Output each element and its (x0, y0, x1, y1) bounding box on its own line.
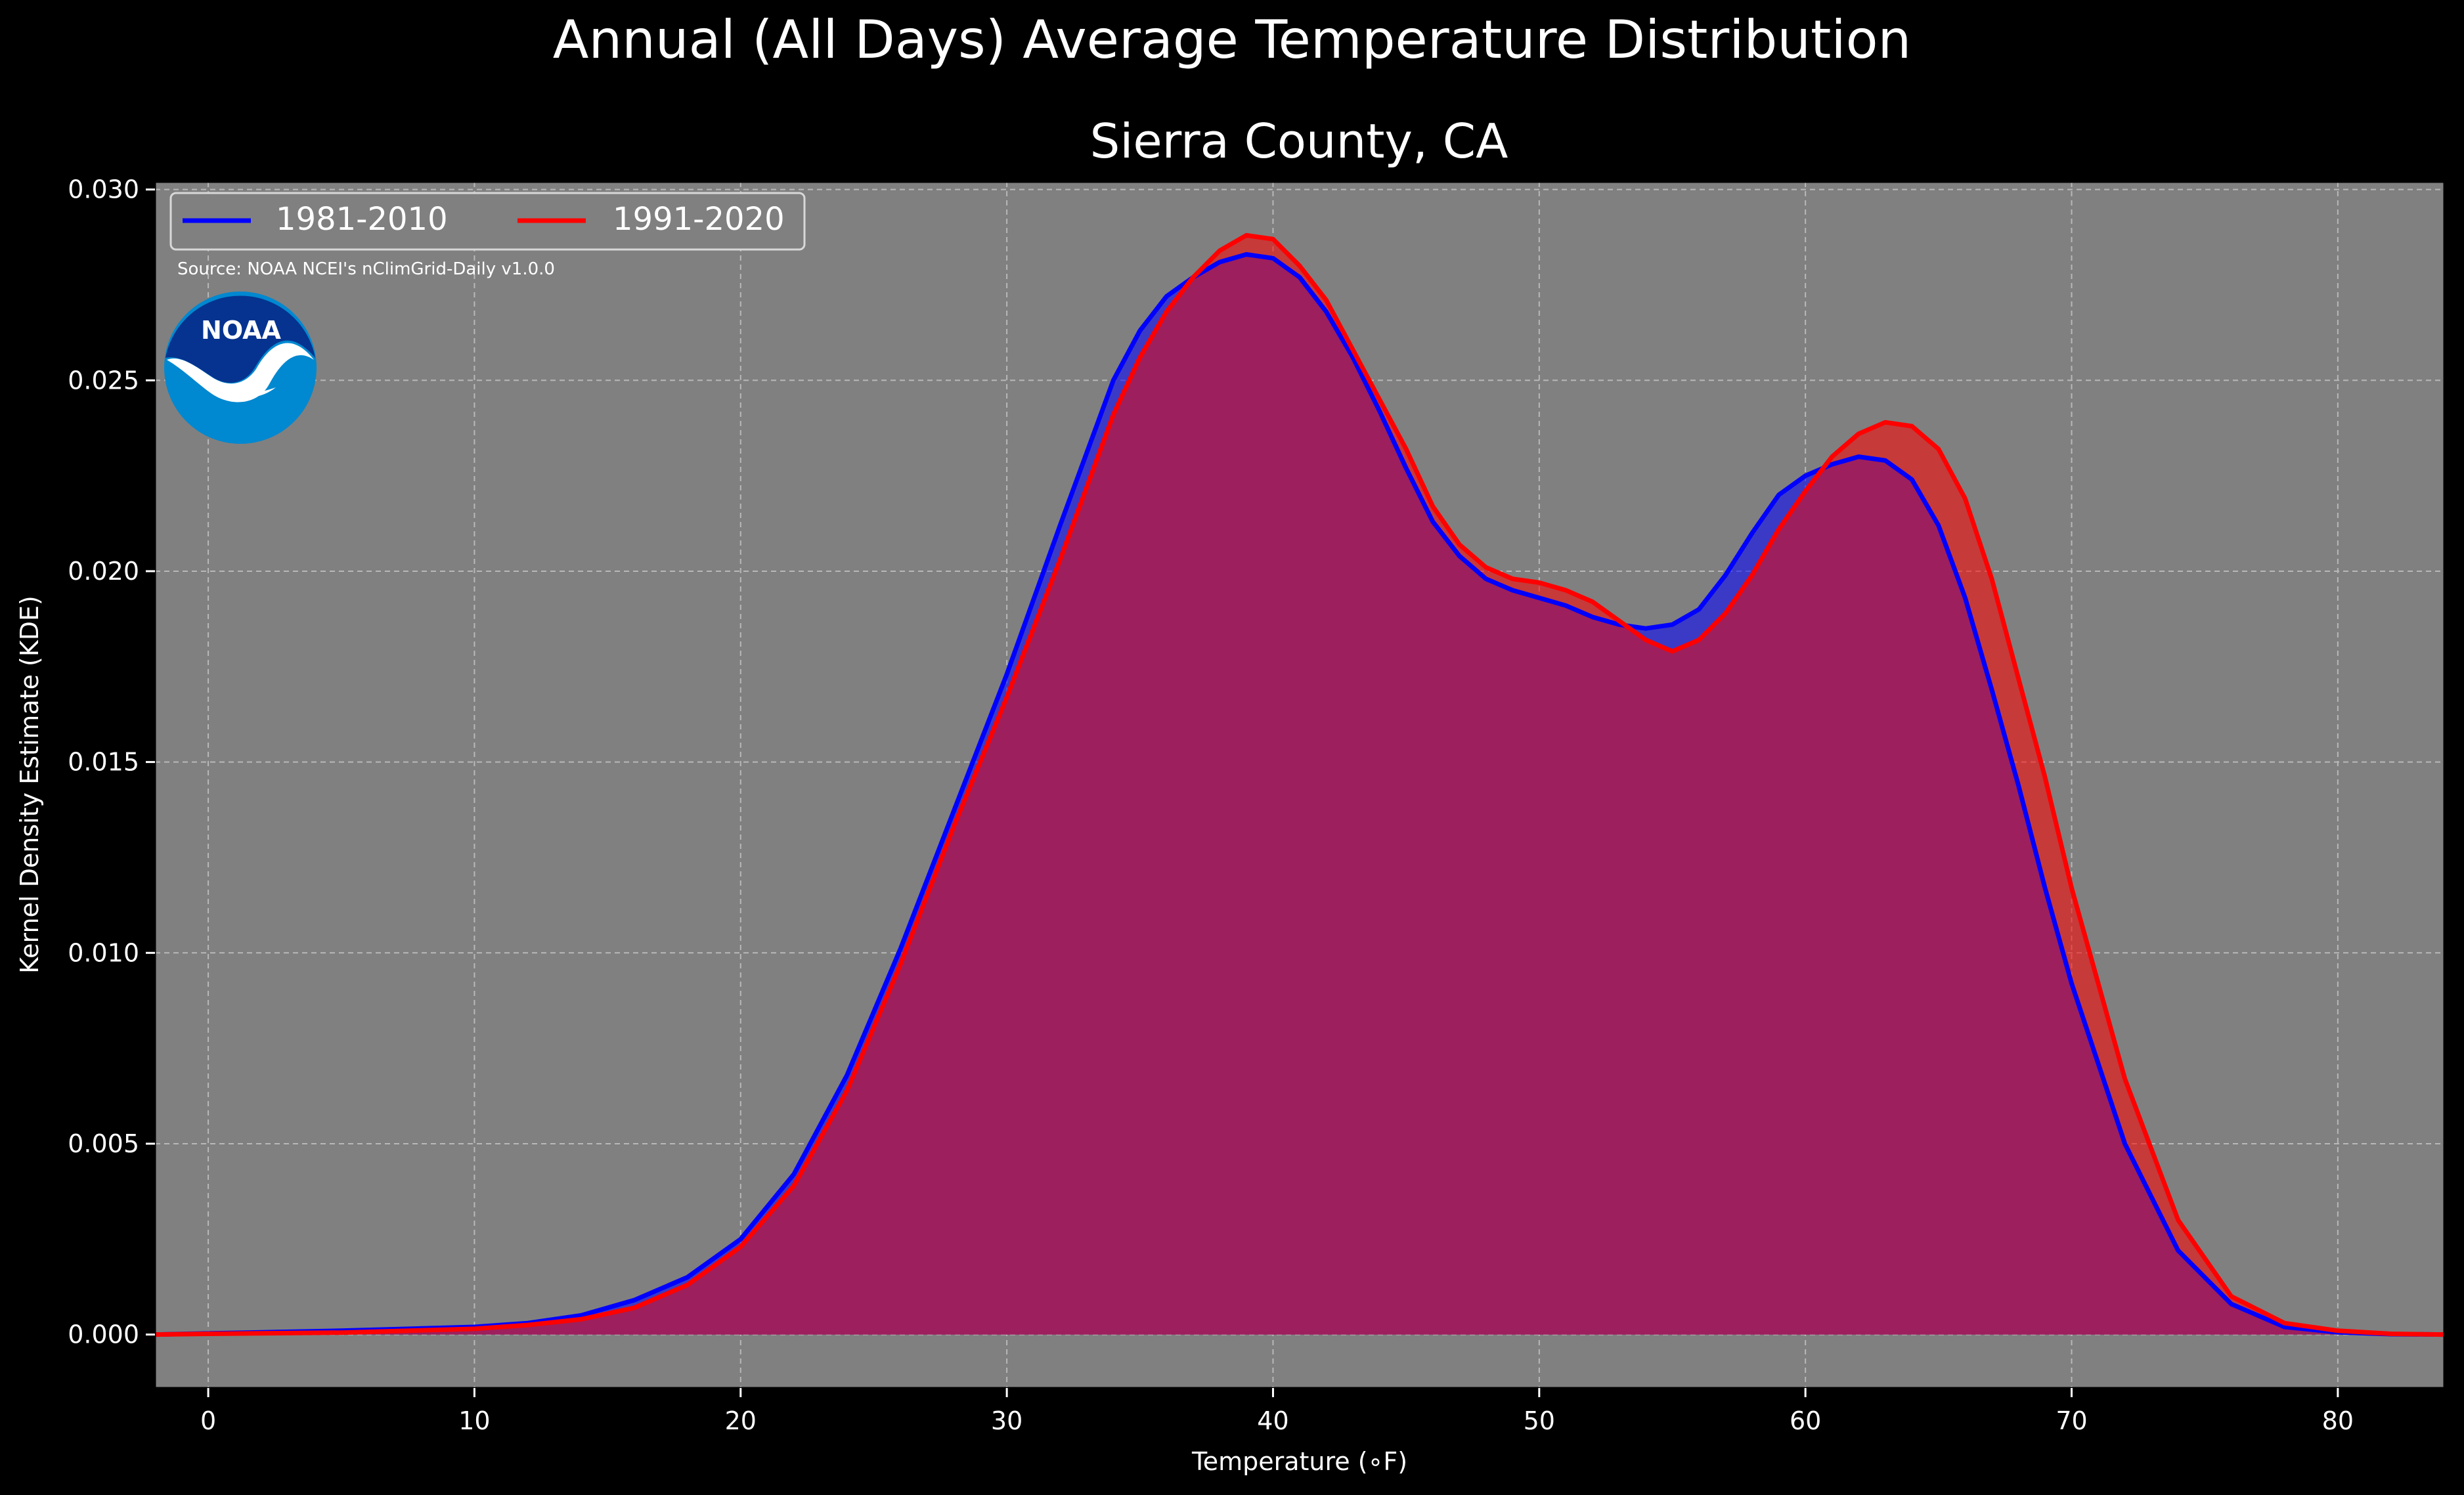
x-tick-label: 20 (725, 1406, 757, 1435)
series-areas (155, 235, 2444, 1335)
y-tick-label: 0.000 (68, 1320, 139, 1349)
legend-label-1991-2020: 1991-2020 (613, 201, 785, 238)
y-axis-label: Kernel Density Estimate (KDE) (15, 596, 44, 974)
y-tick-label: 0.010 (68, 938, 139, 967)
x-tick-label: 60 (1790, 1406, 1821, 1435)
legend-frame (169, 192, 806, 251)
y-tick-label: 0.005 (68, 1129, 139, 1158)
noaa-logo-icon: NOAA (164, 292, 317, 444)
y-tick-label: 0.020 (68, 557, 139, 586)
line-1991-2020 (154, 232, 2445, 1337)
x-tick-label: 40 (1257, 1406, 1288, 1435)
x-tick-label: 30 (991, 1406, 1023, 1435)
y-axis: 0.000 0.005 0.010 0.015 0.020 0.025 0.030 (68, 175, 155, 1349)
x-tick-label: 50 (1524, 1406, 1555, 1435)
noaa-logo-text: NOAA (201, 316, 281, 345)
legend-label-1981-2010: 1981-2010 (276, 201, 448, 238)
y-tick-label: 0.015 (68, 748, 139, 777)
plot-frame (154, 181, 2446, 1389)
x-axis-label: Temperature (∘F) (1191, 1447, 1407, 1476)
area-overlap (155, 254, 2444, 1335)
y-tick-label: 0.030 (68, 175, 139, 204)
x-tick-label: 80 (2322, 1406, 2354, 1435)
line-1981-2010 (154, 252, 2445, 1337)
chart-title: Sierra County, CA (1090, 114, 1508, 169)
source-note: Source: NOAA NCEI's nClimGrid-Daily v1.0… (177, 259, 555, 279)
y-tick-label: 0.025 (68, 366, 139, 395)
x-tick-label: 70 (2056, 1406, 2087, 1435)
legend: 1981-2010 1991-2020 (169, 192, 806, 251)
x-axis: 0 10 20 30 40 50 60 70 80 (200, 1388, 2354, 1435)
chart-suptitle: Annual (All Days) Average Temperature Di… (553, 9, 1911, 70)
x-tick-label: 0 (200, 1406, 216, 1435)
series-lines (154, 232, 2445, 1337)
x-tick-label: 10 (458, 1406, 490, 1435)
